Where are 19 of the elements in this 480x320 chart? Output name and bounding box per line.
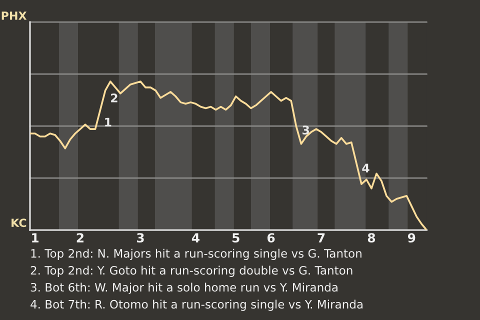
x-tick-label: 4 — [192, 233, 200, 242]
annotation: 2 — [111, 94, 118, 102]
text: KC — [12, 218, 26, 228]
x-tick-label: 2 — [76, 233, 84, 242]
annotation: 3 — [302, 126, 310, 134]
text: 4. Bot 7th: R. Otomo hit a run-scoring single vs Y. Miranda — [30, 300, 363, 311]
annotation: 4 — [362, 164, 370, 172]
text: 1. Top 2nd: N. Majors hit a run-scoring single vs G. Tanton — [31, 248, 362, 260]
x-tick-label: 7 — [318, 233, 325, 242]
x-tick-label: 8 — [368, 233, 376, 243]
x-tick-label: 6 — [267, 233, 275, 243]
x-tick-label: 1 — [32, 233, 39, 242]
ref-line-label: PHX — [2, 12, 27, 20]
x-tick-label: 5 — [232, 233, 240, 243]
annotation: 1 — [105, 118, 112, 126]
text: 2. Top 2nd: Y. Goto hit a run-scoring double vs G. Tanton — [30, 266, 352, 277]
x-tick-label: 3 — [136, 233, 144, 243]
text: 3. Bot 6th: W. Major hit a solo home run vs Y. Miranda — [30, 282, 338, 294]
x-tick-label: 9 — [408, 233, 416, 243]
